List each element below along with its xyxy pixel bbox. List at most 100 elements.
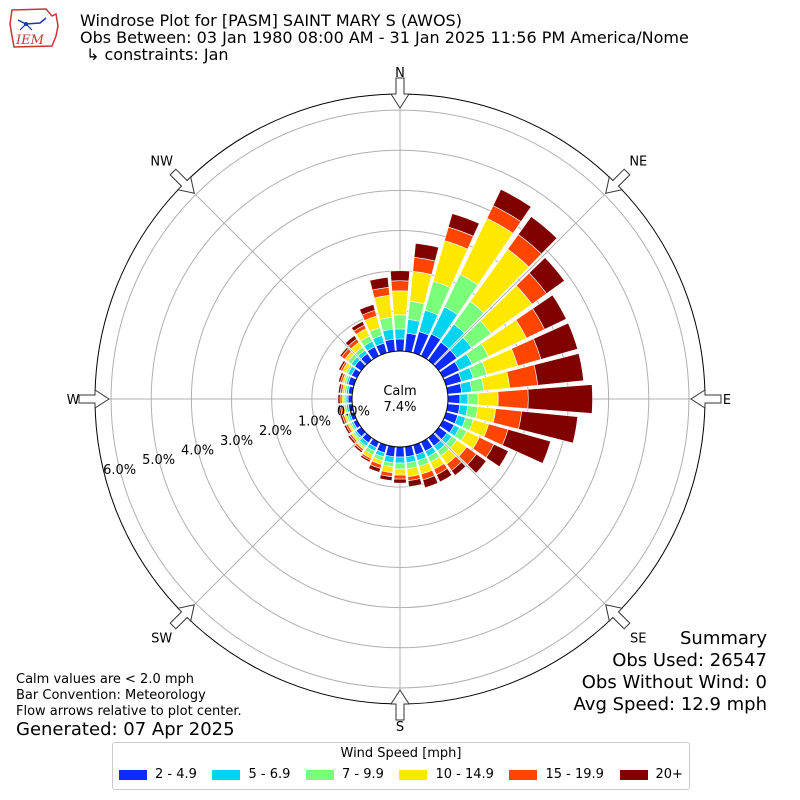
wind-bar-segment	[337, 372, 344, 383]
radial-tick-label: 6.0%	[103, 463, 136, 478]
flow-arrow-icon	[690, 389, 722, 409]
flow-note: Flow arrows relative to plot center.	[16, 704, 242, 719]
calm-note: Calm values are < 2.0 mph	[16, 672, 195, 687]
wind-bar-segment	[339, 346, 349, 358]
wind-bar-segment	[533, 322, 579, 360]
wind-bar-segment	[347, 434, 357, 445]
wind-bar-segment	[394, 462, 406, 470]
wind-bar-segment	[407, 478, 423, 488]
legend-label: 10 - 14.9	[435, 767, 494, 782]
legend-item: 5 - 6.9	[212, 767, 290, 782]
flow-arrow-shape	[390, 77, 410, 109]
wind-bar-segment	[469, 377, 485, 393]
wind-bar-segment	[359, 304, 376, 316]
flow-arrow-shape	[169, 604, 195, 630]
legend-swatch	[619, 769, 648, 780]
legend-swatch	[212, 769, 241, 780]
legend-swatch	[399, 769, 428, 780]
wind-bar-segment	[497, 389, 529, 409]
wind-bar-segment	[527, 384, 593, 414]
flow-arrow-shape	[690, 389, 722, 409]
wind-bar-segment	[385, 445, 396, 458]
flow-arrow-shape	[78, 389, 110, 409]
flow-arrow-shape	[605, 604, 631, 630]
wind-bar-segment	[395, 446, 405, 458]
legend-label: 5 - 6.9	[248, 767, 291, 782]
wind-bar-segment	[343, 424, 351, 435]
wind-bar-segment	[477, 391, 499, 407]
summary-heading: Summary	[680, 628, 767, 649]
grid-spoke	[433, 432, 617, 616]
bar-convention: Bar Convention: Meteorology	[16, 688, 206, 703]
calm-value: 7.4%	[383, 400, 416, 415]
wind-bar-segment	[475, 406, 497, 424]
chart-title: Windrose Plot for [PASM] SAINT MARY S (A…	[80, 11, 462, 30]
wind-bar-segment	[407, 300, 425, 322]
legend-item: 2 - 4.9	[119, 767, 197, 782]
legend-label: 2 - 4.9	[155, 767, 197, 782]
grid-spoke	[433, 182, 617, 366]
flow-arrow-icon	[390, 689, 410, 721]
direction-label-n: N	[395, 66, 405, 81]
grid-spoke	[183, 182, 367, 366]
notes: Calm values are < 2.0 mph Bar Convention…	[16, 672, 242, 720]
wind-bar-segment	[517, 216, 558, 255]
wind-bar-segment	[518, 410, 578, 444]
wind-bar-segment	[447, 394, 461, 404]
wind-bar-segment	[379, 316, 394, 332]
wind-bar-segment	[485, 443, 509, 468]
obs-without-wind: Obs Without Wind: 0	[581, 672, 767, 693]
wind-bar-segment	[351, 320, 365, 332]
legend: Wind Speed [mph] 2 - 4.9 5 - 6.9 7 - 9.9 10…	[112, 742, 690, 790]
wind-bar-segment	[368, 464, 381, 473]
wind-bar-segment	[393, 478, 407, 484]
flow-arrow-icon	[390, 77, 410, 109]
legend-items: 2 - 4.9 5 - 6.9 7 - 9.9 10 - 14.9 15 - 19.9 2…	[119, 767, 683, 782]
legend-item: 7 - 9.9	[305, 767, 384, 782]
radial-tick-label: 3.0%	[220, 434, 253, 449]
direction-label-ne: NE	[629, 155, 647, 170]
calm-circle	[351, 350, 449, 448]
wind-bar-segment	[382, 328, 395, 342]
direction-label-w: W	[67, 393, 80, 408]
wind-bar-segment	[337, 394, 341, 404]
wind-bar-segment	[391, 290, 409, 316]
wind-bar-segment	[533, 353, 584, 386]
generated-date: Generated: 07 Apr 2025	[16, 719, 235, 740]
wind-bar-segment	[390, 280, 410, 292]
wind-bar-segment	[393, 474, 407, 480]
legend-swatch	[509, 769, 538, 780]
wind-bar-segment	[466, 453, 487, 474]
legend-swatch	[305, 769, 334, 780]
constraints: ↳ constraints: Jan	[86, 45, 229, 64]
radial-tick-label: 1.0%	[298, 414, 331, 429]
wind-bar-segment	[413, 243, 440, 262]
flow-arrow-shape	[390, 689, 410, 721]
flow-arrow-icon	[169, 604, 195, 630]
legend-label: 20+	[655, 767, 683, 782]
radial-tick-label: 0.0%	[337, 405, 370, 420]
wind-bar-segment	[492, 188, 532, 223]
wind-bar-segment	[338, 360, 346, 371]
wind-bar-segment	[393, 314, 407, 330]
radial-tick-label: 5.0%	[142, 453, 175, 468]
wind-bar-segment	[467, 392, 479, 406]
wind-bar-segment	[394, 456, 406, 464]
avg-speed: Avg Speed: 12.9 mph	[573, 694, 767, 715]
legend-item: 10 - 14.9	[399, 767, 494, 782]
wind-bar-segment	[337, 383, 343, 394]
direction-label-s: S	[396, 720, 404, 735]
legend-item: 15 - 19.9	[509, 767, 604, 782]
wind-bar-segment	[506, 364, 538, 389]
iem-logo: IEM	[9, 8, 59, 48]
flow-arrow-shape	[169, 168, 195, 194]
wind-bar-segment	[393, 468, 407, 476]
wind-bar-segment	[379, 474, 393, 482]
radial-tick-label: 4.0%	[181, 443, 214, 458]
legend-swatch	[119, 769, 147, 780]
calm-label: Calm	[383, 384, 416, 399]
legend-item: 20+	[619, 767, 683, 782]
obs-between: Obs Between: 03 Jan 1980 08:00 AM - 31 J…	[80, 28, 689, 47]
